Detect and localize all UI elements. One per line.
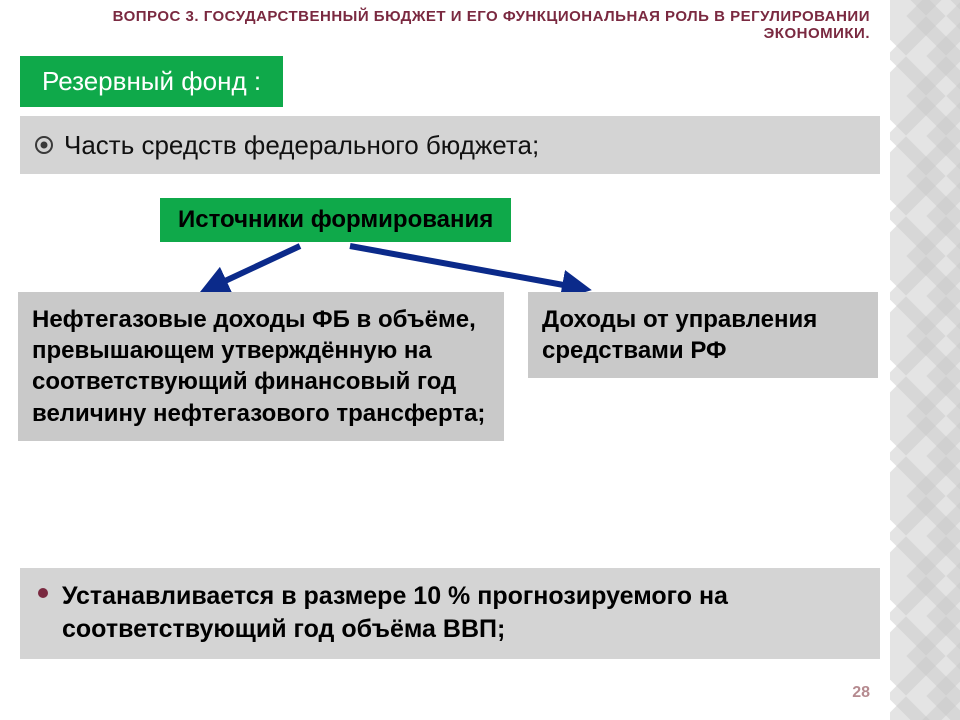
bullet-row-1: Часть средств федерального бюджета;: [20, 116, 880, 174]
slide: ВОПРОС 3. ГОСУДАРСТВЕННЫЙ БЮДЖЕТ И ЕГО Ф…: [0, 0, 960, 720]
sub-title-box: Источники формирования: [160, 198, 511, 242]
page-number: 28: [852, 684, 870, 702]
branch-arrows: [150, 240, 630, 300]
bottom-text: Устанавливается в размере 10 % прогнозир…: [62, 580, 866, 645]
target-bullet-icon: [34, 135, 54, 155]
slide-header: ВОПРОС 3. ГОСУДАРСТВЕННЫЙ БЮДЖЕТ И ЕГО Ф…: [0, 0, 960, 48]
left-branch-box: Нефтегазовые доходы ФБ в объёме, превыша…: [18, 292, 504, 441]
right-branch-box: Доходы от управления средствами РФ: [528, 292, 878, 378]
bottom-bullet-row: Устанавливается в размере 10 % прогнозир…: [20, 568, 880, 659]
title-box: Резервный фонд :: [20, 56, 283, 107]
bullet-1-text: Часть средств федерального бюджета;: [64, 130, 539, 161]
disc-bullet-icon: [38, 588, 48, 598]
side-diamond-pattern: [890, 0, 960, 720]
